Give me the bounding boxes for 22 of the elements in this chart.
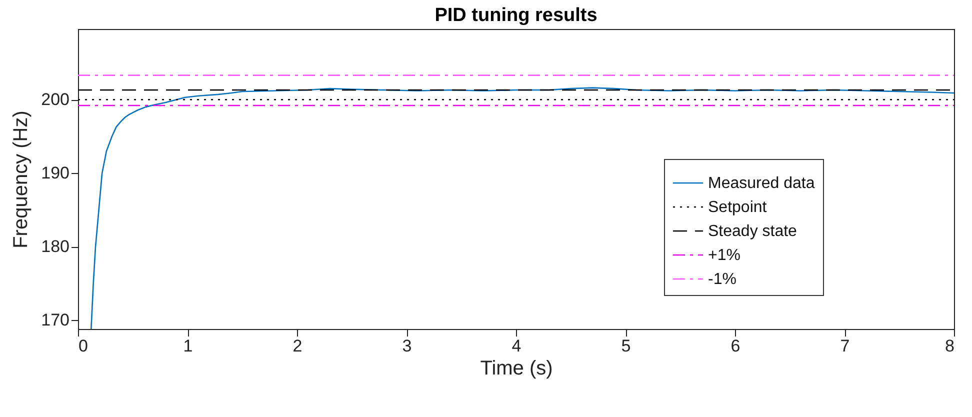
legend-label: Measured data (708, 175, 815, 192)
x-tick-label: 4 (512, 336, 522, 356)
y-tick-label: 190 (41, 164, 70, 183)
legend-label: Steady state (708, 223, 798, 240)
x-tick-label: 2 (292, 336, 302, 356)
x-tick-label: 5 (621, 336, 631, 356)
x-tick-label: 0 (78, 336, 88, 356)
x-tick-label: 7 (840, 336, 850, 356)
legend-label: -1% (708, 271, 736, 288)
chart-title: PID tuning results (434, 5, 598, 26)
y-tick-label: 200 (41, 90, 70, 110)
y-tick-label: 170 (41, 310, 70, 330)
x-axis-title: Time (s) (480, 358, 553, 380)
x-tick-label: 8 (945, 336, 954, 356)
x-tick-label: 1 (183, 336, 193, 356)
x-tick-label: 3 (402, 336, 412, 356)
x-tick-label: 6 (730, 336, 740, 356)
legend-label: +1% (708, 247, 740, 264)
y-axis-title: Frequency (Hz) (10, 110, 32, 248)
legend-label: Setpoint (708, 199, 768, 216)
y-tick-label: 180 (41, 237, 70, 256)
line-series (90, 87, 954, 329)
